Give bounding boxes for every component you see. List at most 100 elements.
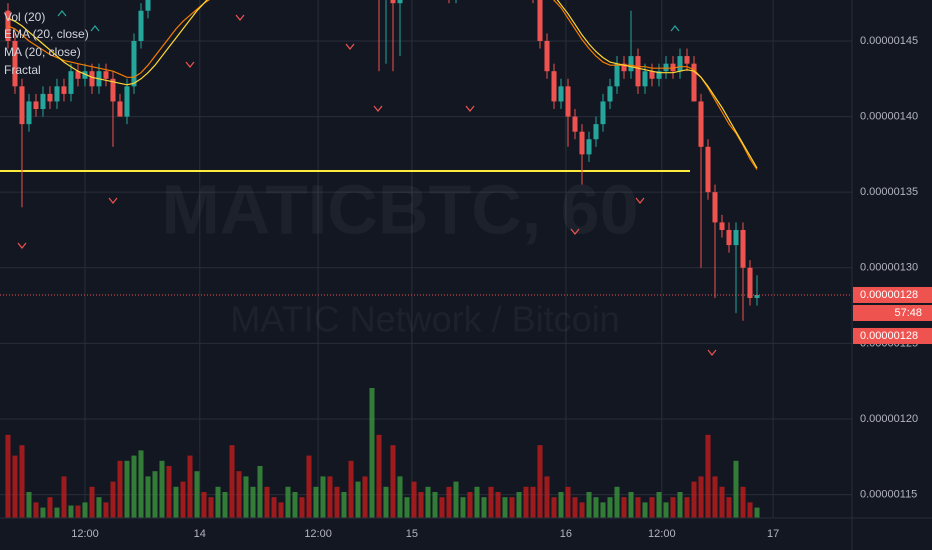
volume-bar: [579, 502, 585, 518]
volume-bar: [369, 388, 375, 518]
fractal-down: [345, 43, 355, 50]
volume-bar: [292, 492, 298, 518]
volume-bar: [19, 445, 25, 518]
volume-bar: [656, 492, 662, 518]
volume-bar: [397, 476, 403, 518]
candle-body: [691, 63, 697, 102]
fractal-down: [17, 242, 27, 249]
volume-bar: [5, 434, 11, 518]
volume-bar: [334, 486, 340, 518]
candle-body: [131, 40, 137, 87]
candle-body: [663, 63, 669, 72]
volume-bar: [474, 486, 480, 518]
volume-bar: [320, 476, 326, 518]
candle-body: [607, 86, 613, 102]
candle-body: [54, 86, 60, 102]
candle-body: [747, 267, 753, 299]
candle-body: [82, 71, 88, 79]
volume-bar: [229, 445, 235, 518]
volume-bar: [124, 460, 130, 518]
volume-bar: [327, 476, 333, 518]
volume-bar: [691, 481, 697, 518]
indicator-line: [7, 0, 758, 169]
candle-body: [642, 71, 648, 87]
candle-body: [110, 78, 116, 102]
candle-body: [593, 124, 599, 140]
candle-body: [726, 229, 732, 246]
volume-bar: [299, 497, 305, 518]
volume-bar: [537, 445, 543, 518]
volume-bar: [180, 481, 186, 518]
volume-bar: [719, 486, 725, 518]
fractal-down: [707, 349, 717, 356]
volume-bar: [355, 481, 361, 518]
candle-body: [26, 101, 32, 125]
legend-fractal: Fractal: [4, 63, 41, 77]
volume-bar: [138, 450, 144, 518]
volume-bar: [586, 492, 592, 518]
volume-bar: [572, 497, 578, 518]
candle-body: [712, 192, 718, 223]
volume-bar: [376, 434, 382, 518]
volume-bar: [607, 497, 613, 518]
volume-bar: [404, 497, 410, 518]
volume-bar: [243, 476, 249, 518]
volume-bar: [712, 476, 718, 518]
candle-body: [705, 146, 711, 193]
volume-bar: [236, 471, 242, 518]
legend-volume: Vol (20): [4, 10, 45, 24]
candle-body: [740, 229, 746, 268]
x-tick-label: 14: [194, 528, 206, 540]
candle-body: [89, 71, 95, 87]
candle-body: [551, 71, 557, 102]
volume-bar: [68, 505, 74, 518]
y-tick-label: 0.00000145: [860, 35, 918, 47]
candle-body: [698, 101, 704, 147]
volume-bar: [481, 497, 487, 518]
volume-bar: [96, 497, 102, 518]
volume-bar: [425, 486, 431, 518]
volume-bar: [509, 497, 515, 518]
legend-ma: MA (20, close): [4, 45, 81, 59]
volume-bar: [453, 481, 459, 518]
y-tick-label: 0.00000140: [860, 110, 918, 122]
candle-body: [61, 86, 67, 94]
candle-body: [614, 63, 620, 87]
volume-bar: [628, 492, 634, 518]
volume-bar: [208, 497, 214, 518]
price-label-box: [853, 304, 932, 321]
y-tick-label: 0.00000130: [860, 262, 918, 274]
volume-bar: [551, 497, 557, 518]
candle-body: [565, 86, 571, 117]
volume-bar: [747, 502, 753, 518]
candle-body: [19, 86, 25, 125]
volume-bar: [131, 455, 137, 518]
volume-bar: [705, 434, 711, 518]
volume-bar: [432, 492, 438, 518]
candle-body: [397, 0, 403, 4]
fractal-down: [373, 105, 383, 112]
volume-bar: [40, 507, 46, 518]
candle-body: [124, 86, 130, 117]
volume-bar: [47, 497, 53, 518]
y-tick-label: 0.00000115: [860, 488, 917, 500]
volume-bar: [201, 492, 207, 518]
x-tick-label: 12:00: [71, 528, 99, 540]
volume-bar: [222, 492, 228, 518]
volume-bar: [439, 497, 445, 518]
volume-bar: [152, 471, 158, 518]
axes: 0.00000145 0.00000140 0.00000135 0.00000130…: [71, 35, 932, 540]
volume-bar: [348, 460, 354, 518]
volume-bar: [362, 476, 368, 518]
x-tick-label: 12:00: [304, 528, 332, 540]
fractal-up: [57, 10, 67, 17]
volume-bar: [600, 502, 606, 518]
volume-bar: [558, 492, 564, 518]
candle-body: [586, 139, 592, 155]
fractal-down: [185, 61, 195, 68]
volume-bar: [467, 492, 473, 518]
candle-body: [670, 63, 676, 72]
candle-body: [145, 0, 151, 11]
candle-body: [621, 63, 627, 72]
volume-bar: [173, 486, 179, 518]
